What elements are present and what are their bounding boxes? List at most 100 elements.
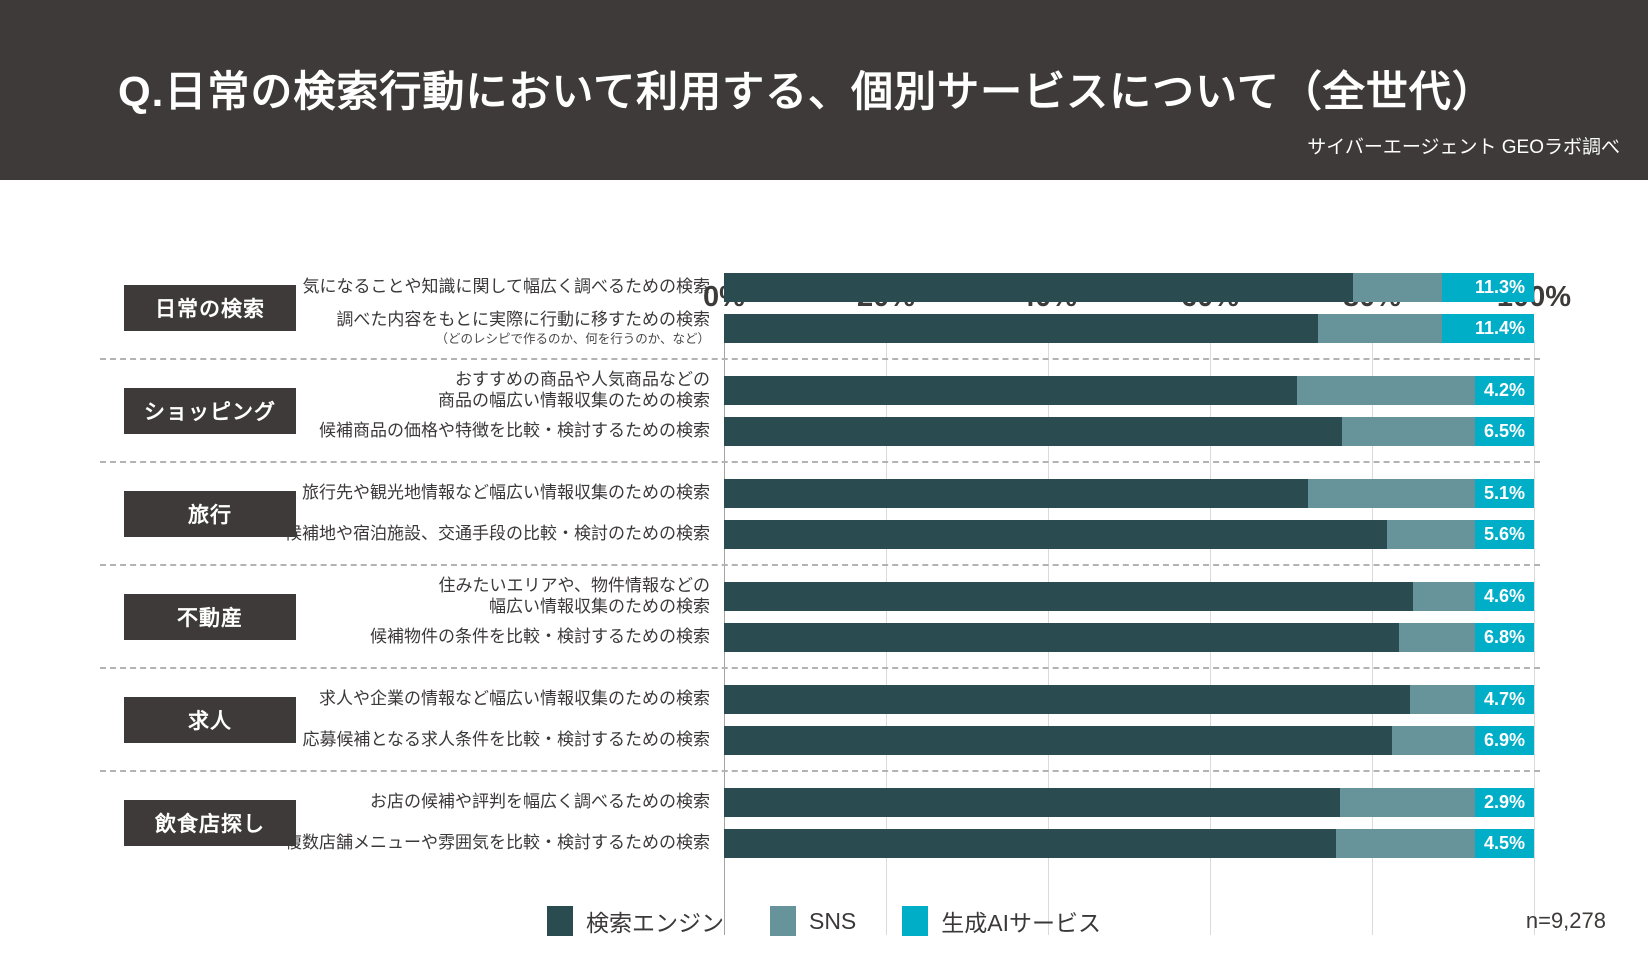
segment-sns — [1308, 479, 1493, 508]
stacked-bar: 5.1% — [724, 479, 1534, 508]
category-group: 飲食店探し お店の候補や評判を幅広く調べるための検索 2.9% 複数店舗メニューや雰囲… — [100, 770, 1540, 873]
segment-sns — [1398, 623, 1479, 652]
segment-sns — [1335, 829, 1498, 858]
row-label: 候補地や宿泊施設、交通手段の比較・検討のための検索 — [285, 524, 710, 544]
legend-item: 検索エンジン — [546, 904, 724, 938]
gen-ai-value-badge: 6.8% — [1474, 623, 1534, 652]
legend-label: 生成AIサービス — [941, 910, 1102, 936]
legend-item: 生成AIサービス — [902, 904, 1101, 938]
gen-ai-value-badge: 2.9% — [1474, 788, 1534, 817]
segment-search-engine — [724, 376, 1298, 405]
bar-row: おすすめの商品や人気商品などの 商品の幅広い情報収集のための検索 4.2% — [100, 370, 1540, 411]
segment-sns — [1352, 273, 1443, 302]
category-label: 不動産 — [124, 593, 296, 640]
legend-swatch — [546, 906, 573, 936]
category-label: 日常の検索 — [124, 284, 296, 331]
segment-search-engine — [724, 829, 1336, 858]
stacked-bar: 6.5% — [724, 417, 1534, 446]
row-label: 求人や企業の情報など幅広い情報収集のための検索 — [319, 689, 710, 709]
gen-ai-value-badge: 6.9% — [1474, 726, 1534, 755]
bar-row: 旅行先や観光地情報など幅広い情報収集のための検索 5.1% — [100, 473, 1540, 514]
segment-search-engine — [724, 417, 1343, 446]
segment-search-engine — [724, 726, 1393, 755]
row-label: おすすめの商品や人気商品などの 商品の幅広い情報収集のための検索 — [438, 370, 710, 410]
bar-row: 住みたいエリアや、物件情報などの 幅広い情報収集のための検索 4.6% — [100, 576, 1540, 617]
stacked-bar: 6.9% — [724, 726, 1534, 755]
segment-sns — [1317, 314, 1442, 343]
source-credit: サイバーエージェント GEOラボ調べ — [1307, 137, 1620, 158]
segment-search-engine — [724, 623, 1399, 652]
gen-ai-value-badge: 6.5% — [1474, 417, 1534, 446]
row-label: 候補物件の条件を比較・検討するための検索 — [370, 627, 710, 647]
category-label: 旅行 — [124, 490, 296, 537]
stacked-bar: 4.6% — [724, 582, 1534, 611]
stacked-bar: 2.9% — [724, 788, 1534, 817]
row-label: 旅行先や観光地情報など幅広い情報収集のための検索 — [302, 483, 710, 503]
bar-row: 応募候補となる求人条件を比較・検討するための検索 6.9% — [100, 720, 1540, 761]
row-label: 応募候補となる求人条件を比較・検討するための検索 — [302, 730, 711, 750]
segment-search-engine — [724, 520, 1388, 549]
legend-swatch — [902, 906, 929, 936]
segment-sns — [1342, 417, 1482, 446]
segment-search-engine — [724, 582, 1414, 611]
category-group: 不動産 住みたいエリアや、物件情報などの 幅広い情報収集のための検索 4.6% 候補物件… — [100, 564, 1540, 667]
bar-groups: 日常の検索 気になることや知識に関して幅広く調べるための検索 11.3% 調べた内容を… — [100, 257, 1540, 873]
bar-row: 候補商品の価格や特徴を比較・検討するための検索 6.5% — [100, 411, 1540, 452]
legend-label: 検索エンジン — [585, 910, 724, 936]
gen-ai-value-badge: 4.6% — [1474, 582, 1534, 611]
segment-search-engine — [724, 273, 1353, 302]
category-group: 求人 求人や企業の情報など幅広い情報収集のための検索 4.7% 応募候補となる求人条件… — [100, 667, 1540, 770]
gen-ai-value-badge: 5.6% — [1474, 520, 1534, 549]
stacked-bar: 6.8% — [724, 623, 1534, 652]
stacked-bar: 11.3% — [724, 273, 1534, 302]
stacked-bar: 4.7% — [724, 685, 1534, 714]
segment-sns — [1392, 726, 1479, 755]
row-label-note: （どのレシピで作るのか、何を行うのか、など） — [435, 332, 710, 347]
bar-row: 候補物件の条件を比較・検討するための検索 6.8% — [100, 617, 1540, 658]
category-label: ショッピング — [124, 387, 296, 434]
row-label: 住みたいエリアや、物件情報などの 幅広い情報収集のための検索 — [438, 576, 711, 616]
bar-row: 調べた内容をもとに実際に行動に移すための検索 （どのレシピで作るのか、何を行うのか… — [100, 308, 1540, 349]
gen-ai-value-badge: 4.5% — [1474, 829, 1534, 858]
segment-search-engine — [724, 479, 1308, 508]
stacked-bar: 5.6% — [724, 520, 1534, 549]
category-group: ショッピング おすすめの商品や人気商品などの 商品の幅広い情報収集のための検索 4.2… — [100, 358, 1540, 461]
gen-ai-value-badge: 11.4% — [1465, 314, 1534, 343]
legend-row: 検索エンジン SNS 生成AIサービス n=9,278 — [0, 899, 1648, 943]
sample-size: n=9,278 — [1525, 908, 1606, 933]
segment-search-engine — [724, 788, 1340, 817]
legend: 検索エンジン SNS 生成AIサービス — [0, 899, 1648, 943]
bar-row: 複数店舗メニューや雰囲気を比較・検討するための検索 4.5% — [100, 823, 1540, 864]
category-group: 旅行 旅行先や観光地情報など幅広い情報収集のための検索 5.1% 候補地や宿泊施設、交… — [100, 461, 1540, 564]
category-label: 飲食店探し — [124, 799, 296, 846]
legend-label: SNS — [808, 907, 857, 934]
category-label: 求人 — [124, 696, 296, 743]
chart-section: 0%20%40%60%80%100% 日常の検索気になることや知識に関して幅広く… — [0, 257, 1648, 968]
stacked-bar: 4.5% — [724, 829, 1534, 858]
stacked-bar: 11.4% — [724, 314, 1534, 343]
row-label: 複数店舗メニューや雰囲気を比較・検討するための検索 — [285, 833, 710, 853]
gridline — [1533, 340, 1535, 935]
header: Q.日常の検索行動において利用する、個別サービスについて（全世代） サイバーエー… — [0, 0, 1648, 180]
stacked-bar: 4.2% — [724, 376, 1534, 405]
row-label: 気になることや知識に関して幅広く調べるための検索 — [302, 277, 711, 297]
gen-ai-value-badge: 11.3% — [1465, 273, 1534, 302]
gen-ai-value-badge: 5.1% — [1474, 479, 1534, 508]
segment-sns — [1297, 376, 1500, 405]
row-label: 調べた内容をもとに実際に行動に移すための検索 （どのレシピで作るのか、何を行うのか… — [100, 310, 724, 347]
gen-ai-value-badge: 4.2% — [1474, 376, 1534, 405]
bar-row: 気になることや知識に関して幅広く調べるための検索 11.3% — [100, 267, 1540, 308]
row-label: お店の候補や評判を幅広く調べるための検索 — [370, 792, 710, 812]
legend-swatch — [769, 906, 796, 936]
category-group: 日常の検索 気になることや知識に関して幅広く調べるための検索 11.3% 調べた内容を… — [100, 257, 1540, 358]
legend-item: SNS — [769, 906, 857, 936]
bar-row: 候補地や宿泊施設、交通手段の比較・検討のための検索 5.6% — [100, 514, 1540, 555]
segment-sns — [1387, 520, 1489, 549]
segment-search-engine — [724, 314, 1318, 343]
row-label: 候補商品の価格や特徴を比較・検討するための検索 — [319, 421, 710, 441]
bar-row: お店の候補や評判を幅広く調べるための検索 2.9% — [100, 782, 1540, 823]
segment-search-engine — [724, 685, 1411, 714]
bar-row: 求人や企業の情報など幅広い情報収集のための検索 4.7% — [100, 679, 1540, 720]
gen-ai-value-badge: 4.7% — [1474, 685, 1534, 714]
